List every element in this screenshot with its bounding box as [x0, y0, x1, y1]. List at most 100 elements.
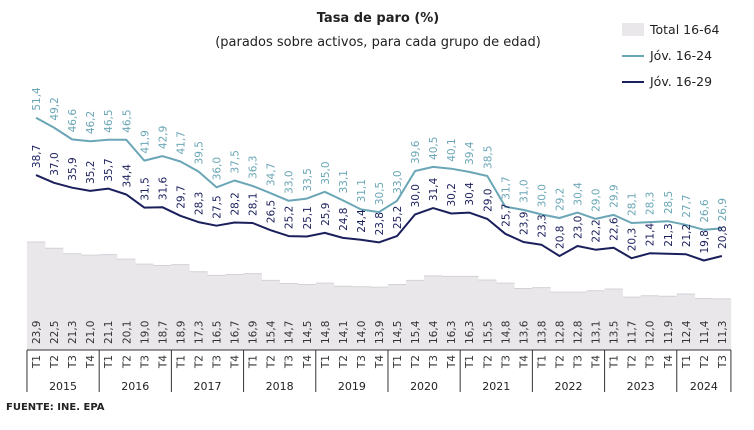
- line-value-label: 30,0: [536, 184, 548, 207]
- bar: [496, 283, 515, 350]
- line-value-label: 31,6: [157, 176, 169, 200]
- bar: [171, 264, 190, 350]
- x-tick-label: T3: [67, 355, 79, 369]
- bar-value-label: 16,3: [446, 321, 458, 344]
- line-value-label: 29,0: [591, 189, 603, 212]
- x-tick-label: T4: [230, 355, 242, 369]
- line-value-label: 39,5: [193, 141, 205, 164]
- bar: [63, 253, 82, 350]
- line-value-label: 24,8: [338, 208, 350, 231]
- x-tick-label: T2: [193, 355, 205, 369]
- line-value-label: 36,0: [212, 157, 224, 180]
- bar-value-label: 21,3: [67, 321, 79, 344]
- line-value-label: 39,4: [464, 141, 476, 165]
- x-tick-label: T2: [699, 355, 711, 369]
- bar-value-label: 11,4: [699, 320, 711, 344]
- line-value-label: 28,1: [627, 193, 639, 216]
- line-value-label: 31,7: [500, 176, 512, 199]
- x-tick-label: T1: [609, 355, 621, 369]
- x-tick-label: T3: [356, 355, 368, 369]
- chart-title: Tasa de paro (%): [317, 11, 440, 26]
- bar: [387, 284, 407, 350]
- bar: [712, 298, 732, 350]
- bar-value-label: 22,5: [49, 321, 61, 344]
- group-label: 2020: [410, 380, 438, 393]
- bar: [568, 292, 587, 350]
- line-value-label: 37,0: [49, 152, 61, 175]
- line-value-label: 21,3: [663, 223, 675, 246]
- x-tick-label: T1: [536, 355, 548, 369]
- bar-value-label: 14,5: [302, 321, 314, 344]
- bar: [478, 279, 497, 350]
- line-value-label: 19,8: [699, 230, 711, 253]
- bar: [81, 255, 100, 350]
- bar-value-label: 20,1: [121, 321, 133, 344]
- x-tick-label: T4: [374, 355, 386, 369]
- bar: [424, 275, 443, 350]
- bar: [532, 287, 551, 350]
- line-value-label: 21,2: [681, 224, 693, 247]
- line-value-label: 30,0: [410, 184, 422, 207]
- x-tick-label: T1: [31, 355, 43, 369]
- line-value-label: 33,0: [392, 170, 404, 193]
- line-value-label: 23,9: [518, 212, 530, 235]
- line-value-label: 40,5: [428, 137, 440, 160]
- x-tick-label: T2: [266, 355, 278, 369]
- x-tick-label: T1: [681, 355, 693, 369]
- x-tick-label: T2: [554, 355, 566, 369]
- line-value-label: 30,5: [374, 182, 386, 205]
- line-value-label: 35,7: [103, 158, 115, 181]
- bar-value-label: 14,7: [284, 321, 296, 344]
- bar: [369, 287, 389, 350]
- x-tick-label: T4: [518, 355, 530, 369]
- line-value-label: 35,0: [320, 161, 332, 184]
- bar-value-label: 16,9: [248, 321, 260, 344]
- bar-value-label: 13,9: [374, 321, 386, 344]
- bar: [117, 259, 136, 350]
- bar: [694, 298, 714, 350]
- group-label: 2018: [266, 380, 294, 393]
- line-value-label: 29,9: [609, 184, 621, 207]
- line-value-label: 31,5: [139, 177, 151, 200]
- line: [35, 116, 722, 231]
- line-value-label: 26,6: [699, 199, 711, 223]
- bar-value-label: 12,0: [645, 321, 657, 344]
- x-tick-label: T3: [717, 355, 729, 369]
- bar: [460, 276, 479, 350]
- line-value-label: 42,9: [157, 126, 169, 149]
- group-label: 2022: [554, 380, 582, 393]
- line-value-label: 31,1: [356, 179, 368, 202]
- group-label: 2019: [338, 380, 366, 393]
- legend-label: Jóv. 16-24: [649, 48, 712, 63]
- line-value-label: 31,0: [518, 179, 530, 202]
- group-label: 2021: [482, 380, 510, 393]
- bar-value-label: 14,0: [356, 321, 368, 344]
- bar-value-label: 16,4: [428, 320, 440, 344]
- line-value-label: 36,3: [248, 156, 260, 179]
- bar-value-label: 11,3: [717, 321, 729, 344]
- group-label: 2024: [690, 380, 718, 393]
- bar-value-label: 16,5: [212, 321, 224, 344]
- bar: [45, 248, 64, 350]
- line-value-label: 20,8: [554, 226, 566, 249]
- bar: [514, 288, 533, 350]
- bar-value-label: 13,6: [518, 320, 530, 344]
- x-tick-label: T4: [663, 355, 675, 369]
- bar-value-label: 18,7: [157, 321, 169, 344]
- x-tick-label: T3: [573, 355, 585, 369]
- line: [35, 174, 723, 262]
- bar: [279, 283, 299, 350]
- group-label: 2017: [193, 380, 221, 393]
- bar-value-label: 16,7: [230, 321, 242, 344]
- line-value-label: 46,5: [103, 109, 115, 132]
- line-value-label: 33,1: [338, 170, 350, 193]
- bar-value-label: 18,9: [175, 321, 187, 344]
- bar: [207, 275, 226, 350]
- x-tick-label: T4: [591, 355, 603, 369]
- x-tick-label: T3: [284, 355, 296, 369]
- chart-subtitle: (parados sobre activos, para cada grupo …: [215, 35, 541, 50]
- bar: [442, 276, 461, 350]
- line-value-label: 22,6: [609, 217, 621, 241]
- bar: [550, 292, 569, 350]
- bar-value-label: 17,3: [193, 321, 205, 344]
